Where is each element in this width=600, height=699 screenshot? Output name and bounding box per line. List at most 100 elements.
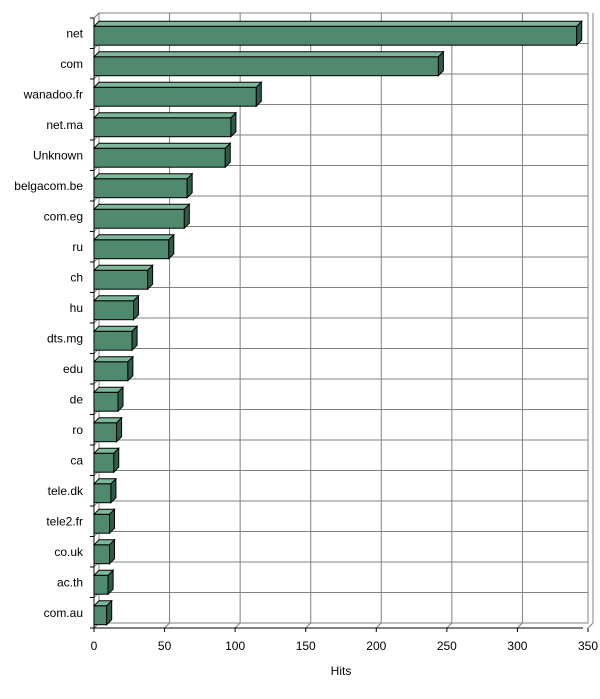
bar-top — [92, 325, 139, 332]
category-label: wanadoo.fr — [23, 87, 83, 101]
category-label: co.uk — [54, 545, 84, 559]
bar-top — [92, 295, 140, 302]
bar — [92, 599, 113, 626]
x-tick-label: 50 — [158, 639, 172, 653]
bar — [92, 203, 191, 230]
category-label: net — [66, 26, 83, 40]
bar — [92, 81, 263, 108]
bar-side — [183, 203, 190, 230]
bar — [92, 477, 118, 504]
bar-side — [127, 355, 134, 382]
x-tick-label: 250 — [437, 639, 457, 653]
bar-front — [93, 422, 118, 443]
x-tick-label: 100 — [225, 639, 245, 653]
bar-top — [92, 203, 191, 210]
category-label: ru — [72, 240, 83, 254]
bar-front — [93, 178, 188, 199]
category-label: ch — [70, 270, 83, 284]
category-label: de — [70, 392, 84, 406]
bar-side — [147, 264, 154, 291]
x-tick-label: 350 — [578, 639, 598, 653]
bar-side — [133, 294, 140, 321]
category-label: ro — [72, 423, 83, 437]
category-label: com — [60, 57, 83, 71]
bar — [92, 233, 176, 260]
category-label: dts.mg — [47, 331, 83, 345]
bar — [92, 264, 154, 291]
bar-front — [93, 574, 109, 595]
bar-top — [92, 81, 263, 88]
bar — [92, 355, 135, 382]
category-label: edu — [63, 362, 83, 376]
bar-front — [93, 452, 115, 473]
bar — [92, 172, 194, 199]
category-label: ca — [70, 453, 83, 467]
bar-side — [107, 569, 114, 596]
bar — [92, 142, 232, 169]
floor-gridline — [587, 622, 594, 629]
bar-side — [106, 599, 113, 626]
bar-side — [224, 142, 231, 169]
category-label: net.ma — [46, 118, 83, 132]
x-tick-label: 200 — [366, 639, 386, 653]
bar-side — [109, 508, 116, 535]
bar-side — [255, 81, 262, 108]
bar-front — [93, 513, 111, 534]
bar — [92, 20, 583, 47]
bar-side — [117, 386, 124, 413]
floor-gridline — [234, 622, 241, 629]
x-tick-labels: 0 50 100 150 200 250 300 350 — [91, 639, 599, 653]
bar-front — [93, 269, 149, 290]
x-axis-title: Hits — [331, 664, 352, 678]
bar — [92, 386, 125, 413]
category-labels: net com wanadoo.fr net.ma Unknown belgacom.be… — [14, 26, 84, 620]
bar — [92, 569, 115, 596]
bar-side — [437, 50, 444, 77]
bar-front — [93, 239, 170, 260]
bar-front — [93, 147, 226, 168]
category-label: ac.th — [57, 575, 83, 589]
bar-front — [93, 86, 257, 107]
bar — [92, 50, 445, 77]
category-label: com.au — [44, 606, 83, 620]
bar — [92, 538, 116, 565]
floor-gridline — [305, 622, 312, 629]
bar-front — [93, 330, 133, 351]
bar — [92, 416, 123, 443]
category-label: tele.dk — [48, 484, 84, 498]
category-label: belgacom.be — [14, 179, 83, 193]
bar-side — [230, 111, 237, 138]
bar-front — [93, 544, 111, 565]
bar-side — [576, 20, 583, 47]
floor-gridline — [164, 622, 170, 629]
bar-top — [92, 356, 135, 363]
bar-side — [186, 172, 193, 199]
bar — [92, 294, 140, 321]
bar — [92, 325, 139, 352]
bar-front — [93, 208, 185, 229]
bars — [92, 20, 583, 626]
bar — [92, 447, 120, 474]
bar — [92, 111, 238, 138]
bar-side — [116, 416, 123, 443]
category-label: Unknown — [33, 148, 83, 162]
bar-side — [113, 447, 120, 474]
bar-side — [110, 477, 117, 504]
floor-gridline — [446, 622, 453, 629]
bar-front — [93, 300, 135, 321]
bar-side — [131, 325, 138, 352]
bar — [92, 508, 116, 535]
bar-top — [92, 112, 238, 119]
bar-side — [168, 233, 175, 260]
bar-front — [93, 361, 129, 382]
bar-top — [92, 264, 154, 271]
bar-top — [92, 173, 194, 180]
bar-top — [92, 234, 176, 241]
x-tick-label: 300 — [507, 639, 527, 653]
bar-front — [93, 391, 119, 412]
bar-top — [92, 142, 232, 149]
bar-front — [93, 483, 112, 504]
bar-front — [93, 605, 108, 626]
floor-gridline — [375, 622, 382, 629]
